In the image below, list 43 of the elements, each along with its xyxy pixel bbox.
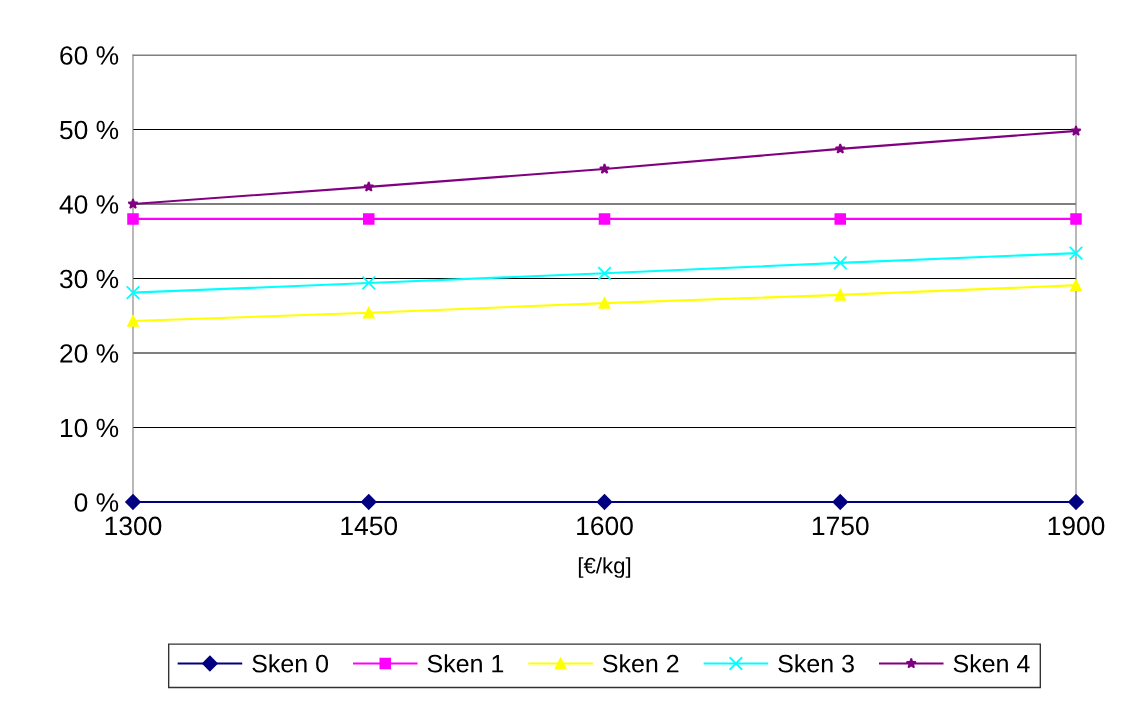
x-tick-label: 1450 [341, 516, 398, 536]
point [598, 297, 611, 309]
x-axis-title: [€/kg] [578, 557, 631, 578]
point [125, 285, 141, 300]
point [1070, 125, 1082, 136]
point [362, 213, 375, 225]
point [127, 198, 139, 209]
point [362, 307, 375, 319]
point [598, 163, 611, 174]
point [125, 494, 141, 510]
y-tick-label: 30 % [59, 269, 119, 289]
legend-label: Sken 4 [953, 654, 1030, 673]
x-tick-label: 1600 [577, 516, 633, 536]
point [1070, 213, 1082, 225]
x-tick-label: 1750 [812, 516, 869, 536]
x-tick-label: 1300 [105, 516, 162, 536]
x-tick-label: 1900 [1048, 516, 1105, 536]
point [596, 494, 613, 510]
point [1068, 494, 1084, 510]
point [834, 213, 847, 225]
point [127, 315, 139, 327]
point [834, 143, 846, 154]
point [361, 275, 376, 291]
point [363, 181, 375, 192]
point [360, 494, 377, 510]
y-tick-label: 10 % [60, 418, 119, 438]
y-tick-label: 20 % [60, 344, 119, 363]
legend-label: Sken 3 [778, 654, 854, 673]
legend-label: Sken 0 [252, 654, 329, 673]
legend-label: Sken 2 [602, 654, 679, 673]
point [1070, 279, 1082, 291]
point [832, 494, 849, 510]
point [834, 289, 847, 301]
y-tick-label: 0 % [74, 493, 119, 512]
y-tick-label: 60 % [60, 46, 119, 65]
point [597, 266, 612, 281]
point [833, 255, 848, 271]
point [1068, 246, 1084, 261]
y-tick-label: 40 % [59, 195, 119, 214]
point [598, 213, 611, 225]
y-tick-label: 50 % [60, 120, 119, 140]
point [127, 213, 139, 225]
legend-label: Sken 1 [427, 654, 504, 673]
